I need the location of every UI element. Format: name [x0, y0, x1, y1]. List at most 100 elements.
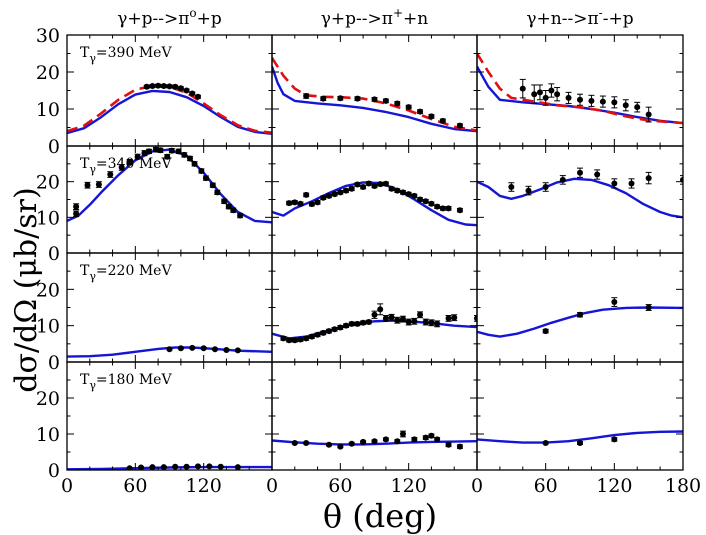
data-point — [399, 189, 406, 196]
energy-label-0: Tγ=390 MeV — [80, 45, 172, 65]
panel-r1-c2 — [477, 167, 683, 219]
x-tick-label: 0 — [471, 475, 483, 497]
data-point — [168, 147, 175, 154]
data-point — [194, 463, 201, 470]
energy-label-2: Tγ=220 MeV — [80, 263, 172, 283]
data-point — [428, 113, 435, 120]
data-point — [519, 85, 526, 92]
column-title-main: γ+p-->π — [321, 9, 393, 29]
data-point — [405, 191, 412, 198]
data-point — [230, 207, 237, 214]
data-point — [221, 198, 228, 205]
panel-r0-c1 — [272, 57, 477, 133]
data-point — [73, 210, 80, 217]
data-point — [348, 185, 355, 192]
data-point — [212, 346, 219, 353]
panel-r3-c1 — [272, 430, 477, 450]
y-tick-label: 0 — [48, 352, 60, 374]
y-tick-label: 20 — [36, 279, 60, 301]
data-point — [234, 347, 241, 354]
panel-content — [272, 430, 477, 450]
panel-content — [67, 146, 272, 224]
data-point — [331, 191, 338, 198]
panel-frame — [271, 34, 478, 147]
data-point — [434, 436, 441, 443]
data-point — [337, 443, 344, 450]
panel-content — [67, 463, 272, 470]
data-point — [149, 83, 156, 90]
y-tick-label: 10 — [36, 424, 60, 446]
data-point — [189, 344, 196, 351]
data-point — [166, 83, 173, 90]
data-point — [354, 181, 361, 188]
data-point — [84, 182, 91, 189]
data-point — [434, 320, 441, 327]
panel-r2-c1 — [272, 303, 477, 344]
model-curve-solid — [477, 177, 683, 219]
column-title-tail: +n — [403, 9, 428, 29]
data-point — [417, 108, 424, 115]
y-tick-label: 10 — [36, 316, 60, 338]
data-point — [354, 320, 361, 327]
data-point — [577, 440, 583, 446]
model-curve-dashed — [477, 52, 683, 125]
data-point — [365, 319, 372, 326]
data-point — [434, 203, 441, 210]
x-tick-label: 0 — [266, 475, 278, 497]
data-point — [343, 322, 350, 329]
data-point — [337, 324, 344, 331]
data-point — [286, 337, 293, 344]
tick-labels: 0 60 120 0 60 120 0 60 120 180 0 10 20 30 0 10 20 0 10 20 0 1… — [36, 25, 701, 497]
panel-r3-c2 — [477, 430, 683, 446]
data-point — [439, 205, 446, 212]
data-point — [445, 315, 452, 322]
data-point — [394, 317, 401, 324]
column-title-tail: +p — [197, 9, 222, 29]
data-point — [399, 316, 406, 323]
data-point — [645, 175, 652, 182]
data-point — [508, 184, 515, 191]
data-point — [371, 182, 378, 189]
data-point — [320, 95, 327, 102]
data-point — [308, 201, 315, 208]
data-point — [303, 440, 310, 446]
panel-frame — [476, 361, 684, 471]
model-curve-solid — [477, 65, 683, 125]
x-tick-label: 60 — [123, 475, 147, 497]
data-point — [200, 345, 207, 352]
data-point — [439, 117, 446, 124]
energy-label-main: T — [80, 45, 90, 61]
data-point — [291, 337, 298, 344]
data-point — [382, 436, 389, 443]
x-axis-label: θ (deg) — [323, 497, 437, 535]
data-point — [291, 199, 298, 206]
data-point — [181, 151, 188, 158]
energy-label-tail: =180 MeV — [96, 372, 173, 388]
data-point — [206, 463, 213, 470]
data-point — [291, 440, 298, 446]
panel-r1-c1 — [272, 180, 477, 227]
data-point — [286, 200, 293, 207]
data-point — [456, 443, 463, 450]
data-point — [297, 336, 304, 343]
energy-label-sub: γ — [89, 52, 96, 65]
column-titles: γ+p-->πo+p γ+p-->π++n γ+n-->π--+p — [117, 6, 634, 29]
data-point — [428, 319, 435, 326]
data-point — [565, 94, 572, 101]
data-point — [536, 89, 543, 96]
data-point — [588, 97, 595, 104]
data-point — [331, 326, 338, 333]
data-point — [348, 440, 355, 447]
data-point — [417, 311, 424, 318]
y-tick-label: 0 — [48, 243, 60, 265]
data-point — [177, 345, 184, 352]
data-point — [360, 184, 367, 191]
energy-label-tail: =340 MeV — [96, 156, 173, 172]
data-point — [599, 98, 606, 105]
data-point — [542, 328, 549, 335]
energy-label-main: T — [80, 156, 90, 172]
data-point — [118, 164, 125, 171]
data-point — [628, 180, 635, 187]
